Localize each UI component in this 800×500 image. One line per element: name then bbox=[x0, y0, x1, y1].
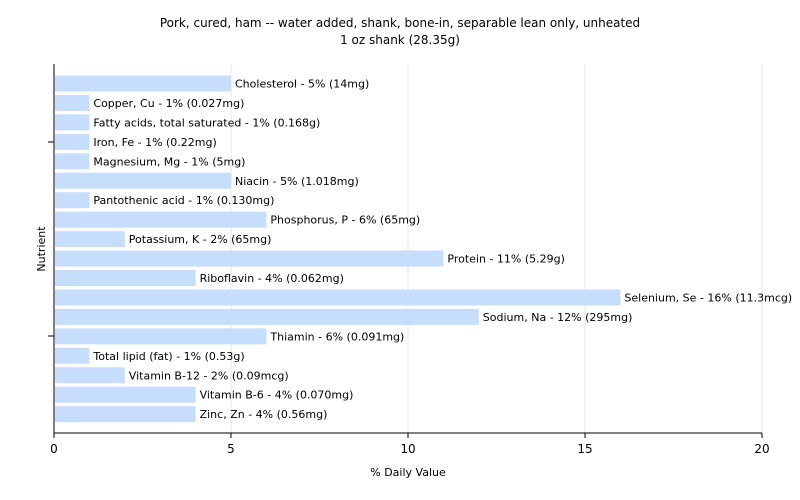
bar-3 bbox=[55, 133, 90, 150]
bar-11 bbox=[55, 289, 621, 306]
x-tick-label-2: 10 bbox=[400, 442, 415, 456]
bar-label-5: Niacin - 5% (1.018mg) bbox=[235, 175, 359, 188]
bar-label-9: Protein - 11% (5.29g) bbox=[447, 253, 565, 266]
bar-4 bbox=[55, 153, 90, 170]
x-axis-title: % Daily Value bbox=[370, 466, 446, 479]
bar-1 bbox=[55, 94, 90, 111]
bar-5 bbox=[55, 172, 231, 189]
chart-subtitle: 1 oz shank (28.35g) bbox=[340, 33, 460, 47]
bar-12 bbox=[55, 308, 479, 325]
bar-9 bbox=[55, 250, 444, 267]
bar-label-7: Phosphorus, P - 6% (65mg) bbox=[270, 214, 420, 227]
bar-label-3: Iron, Fe - 1% (0.22mg) bbox=[93, 136, 216, 149]
bar-17 bbox=[55, 406, 196, 423]
bar-label-2: Fatty acids, total saturated - 1% (0.168… bbox=[93, 116, 320, 129]
bar-6 bbox=[55, 192, 90, 209]
bar-7 bbox=[55, 211, 267, 228]
bar-13 bbox=[55, 328, 267, 345]
x-tick-label-0: 0 bbox=[50, 442, 58, 456]
bars-group: Cholesterol - 5% (14mg) Copper, Cu - 1% (… bbox=[55, 75, 792, 423]
bar-label-4: Magnesium, Mg - 1% (5mg) bbox=[93, 155, 245, 168]
y-axis-title: Nutrient bbox=[35, 226, 48, 272]
bar-label-1: Copper, Cu - 1% (0.027mg) bbox=[93, 97, 244, 110]
bar-label-0: Cholesterol - 5% (14mg) bbox=[235, 78, 369, 91]
bar-label-14: Total lipid (fat) - 1% (0.53g) bbox=[92, 350, 244, 363]
x-tick-label-3: 15 bbox=[577, 442, 592, 456]
bar-15 bbox=[55, 367, 125, 384]
bar-label-15: Vitamin B-12 - 2% (0.09mcg) bbox=[129, 369, 289, 382]
bar-label-10: Riboflavin - 4% (0.062mg) bbox=[200, 272, 344, 285]
bar-16 bbox=[55, 386, 196, 403]
axes-group: 0 5 10 15 20 bbox=[48, 64, 770, 456]
bar-label-12: Sodium, Na - 12% (295mg) bbox=[483, 311, 633, 324]
bar-label-6: Pantothenic acid - 1% (0.130mg) bbox=[93, 194, 274, 207]
x-tick-label-4: 20 bbox=[754, 442, 769, 456]
grid-lines bbox=[230, 64, 763, 433]
bar-label-8: Potassium, K - 2% (65mg) bbox=[129, 233, 272, 246]
bar-label-17: Zinc, Zn - 4% (0.56mg) bbox=[200, 408, 328, 421]
bar-14 bbox=[55, 347, 90, 364]
bar-2 bbox=[55, 114, 90, 131]
x-tick-label-1: 5 bbox=[227, 442, 235, 456]
bar-label-13: Thiamin - 6% (0.091mg) bbox=[269, 330, 404, 343]
bar-10 bbox=[55, 270, 196, 286]
bar-0 bbox=[55, 75, 231, 92]
bar-label-11: Selenium, Se - 16% (11.3mcg) bbox=[624, 291, 792, 304]
bar-label-16: Vitamin B-6 - 4% (0.070mg) bbox=[200, 389, 354, 402]
chart-title: Pork, cured, ham -- water added, shank, … bbox=[160, 16, 640, 30]
bar-8 bbox=[55, 231, 125, 248]
